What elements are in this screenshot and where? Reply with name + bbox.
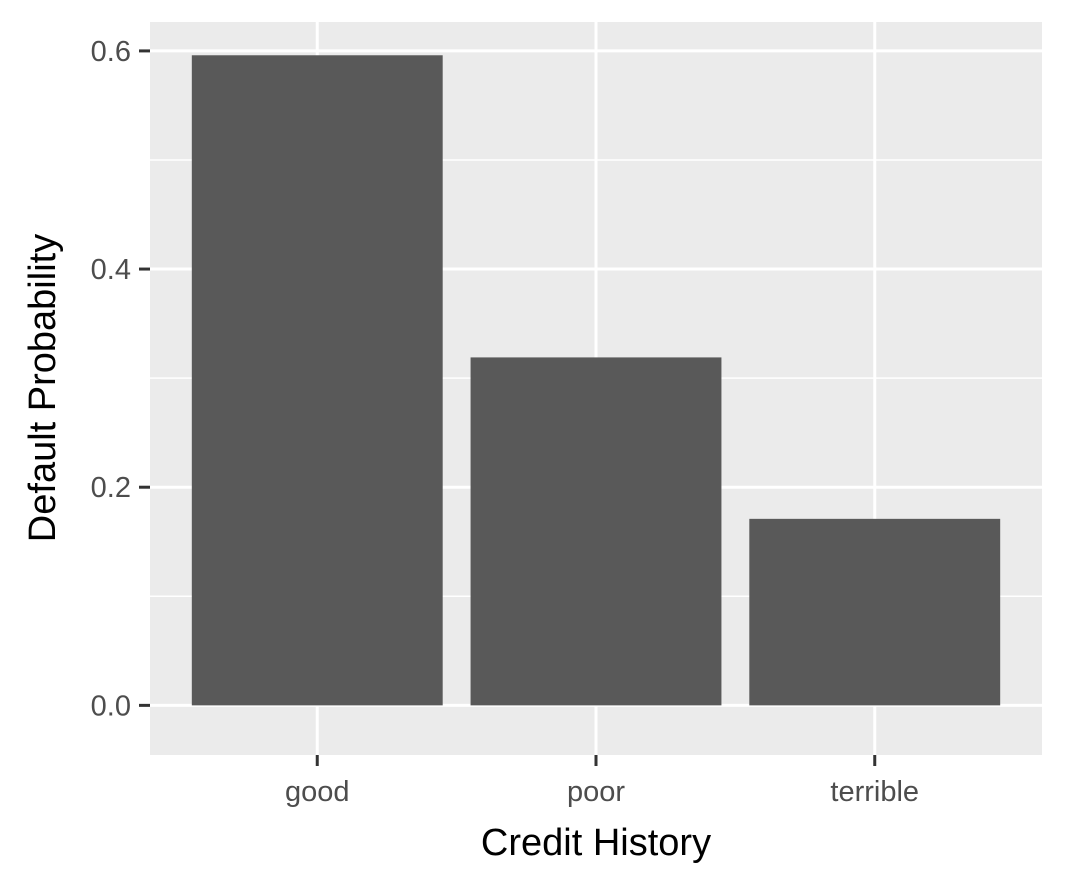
y-tick-label: 0.0	[91, 690, 131, 722]
y-tick-label: 0.6	[91, 36, 131, 68]
x-axis-ticks: good poor terrible	[285, 755, 919, 808]
x-axis-title: Credit History	[481, 822, 711, 864]
y-axis-title: Default Probability	[22, 234, 64, 542]
x-tick-label: terrible	[830, 776, 919, 808]
y-tick-label: 0.2	[91, 472, 131, 504]
bar-good	[191, 55, 443, 706]
bar-terrible	[749, 518, 1001, 706]
y-tick-label: 0.4	[91, 254, 131, 286]
bars	[191, 55, 1001, 706]
bar-poor	[470, 357, 722, 706]
y-axis-ticks: 0.0 0.2 0.4 0.6	[91, 36, 150, 722]
x-tick-label: good	[285, 776, 350, 808]
x-tick-label: poor	[567, 776, 625, 808]
